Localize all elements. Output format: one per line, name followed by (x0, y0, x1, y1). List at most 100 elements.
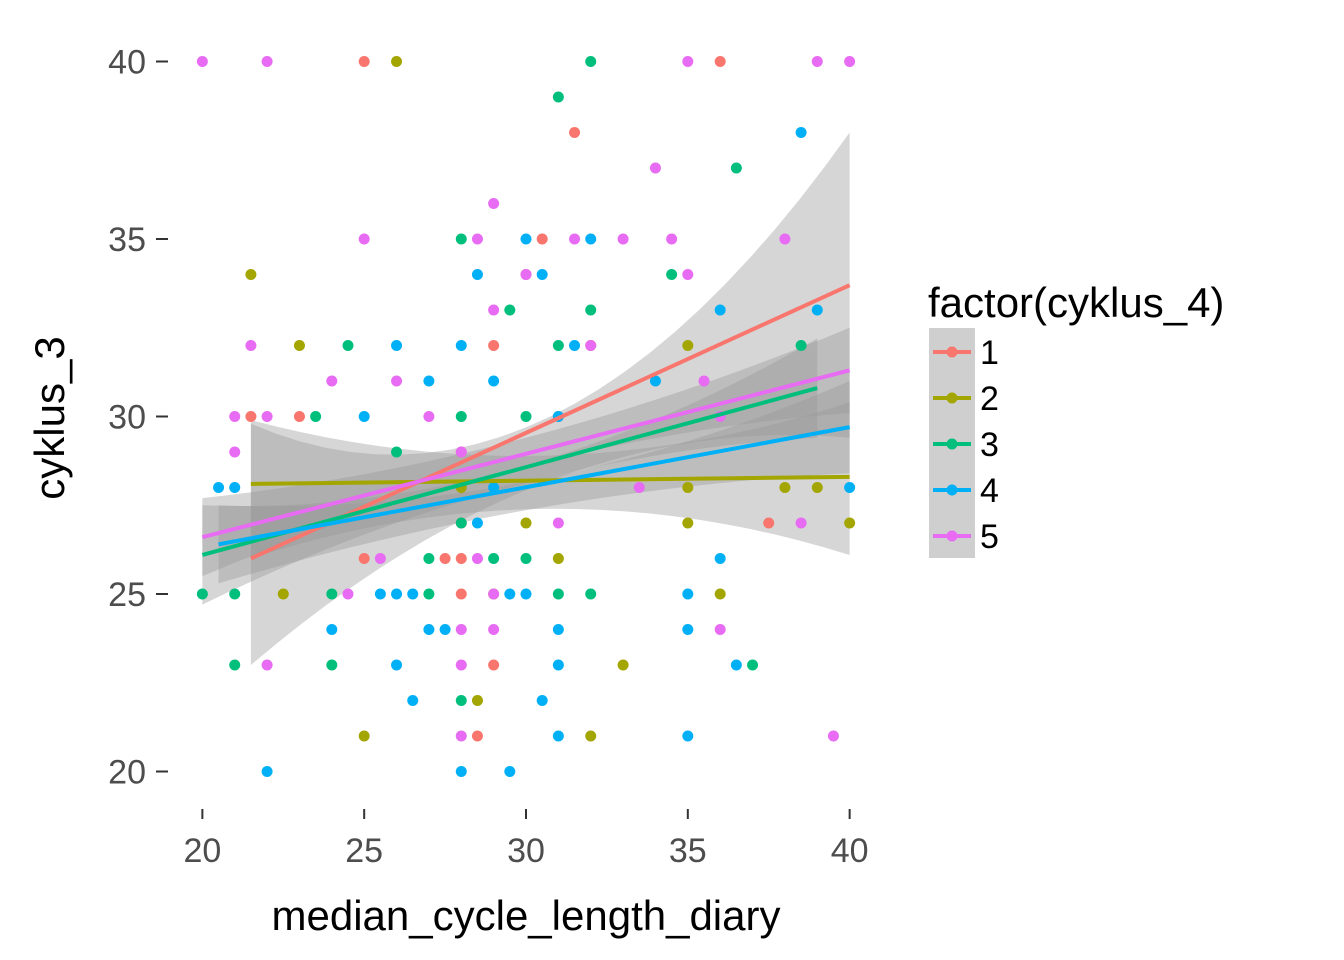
data-point-5-26 (455, 730, 467, 742)
data-point-1-1 (714, 56, 726, 67)
data-point-3-16 (326, 659, 338, 671)
data-point-3-20 (423, 588, 435, 600)
data-point-4-12 (569, 340, 581, 351)
data-point-4-11 (585, 233, 597, 245)
x-tick-label-0: 20 (183, 832, 221, 870)
confidence-bands (202, 132, 850, 665)
data-point-5-14 (585, 340, 597, 351)
data-point-5-35 (471, 553, 483, 564)
data-point-1-15 (488, 659, 500, 671)
data-point-3-7 (342, 340, 354, 351)
legend-label-4: 4 (980, 472, 999, 510)
data-point-4-39 (391, 659, 403, 671)
data-point-4-17 (844, 482, 856, 493)
data-point-3-6 (585, 304, 597, 316)
data-point-2-4 (358, 730, 370, 742)
x-axis: 20 25 30 35 40 (183, 809, 869, 870)
data-point-5-36 (488, 588, 500, 600)
data-point-5-18 (229, 411, 241, 422)
confidence-band-1 (250, 132, 850, 665)
data-point-5-31 (795, 517, 807, 529)
legend-title: factor(cyklus_4) (928, 279, 1224, 326)
data-point-5-8 (471, 233, 483, 245)
data-point-5-28 (633, 482, 645, 493)
data-point-1-5 (293, 411, 305, 422)
data-point-3-1 (552, 91, 564, 103)
data-point-4-41 (488, 482, 500, 493)
data-point-5-39 (520, 269, 532, 280)
data-point-1-10 (455, 553, 467, 564)
data-point-2-13 (779, 482, 791, 493)
data-point-3-24 (747, 659, 759, 671)
data-point-2-2 (293, 340, 305, 351)
data-point-5-19 (261, 411, 273, 422)
legend-label-2: 2 (980, 380, 999, 418)
data-point-3-26 (455, 411, 467, 422)
data-point-4-1 (229, 482, 241, 493)
data-point-3-9 (310, 411, 322, 422)
data-point-3-2 (730, 162, 742, 174)
data-point-5-25 (455, 624, 467, 635)
data-point-4-30 (520, 588, 532, 600)
legend-point-4 (946, 484, 958, 496)
data-point-5-20 (229, 446, 241, 458)
data-point-2-6 (520, 517, 532, 529)
legend-entries: 1 2 3 4 5 (933, 334, 999, 556)
fit-line-5 (201, 368, 851, 540)
data-point-3-27 (520, 411, 532, 422)
legend-label-5: 5 (980, 518, 999, 556)
data-point-4-9 (520, 233, 532, 245)
data-point-5-29 (714, 624, 726, 635)
data-point-4-16 (811, 304, 823, 316)
data-point-5-5 (488, 198, 500, 209)
data-point-4-37 (374, 588, 386, 600)
x-tick-label-1: 25 (345, 832, 383, 870)
legend-label-3: 3 (980, 426, 999, 464)
data-point-3-5 (504, 304, 516, 316)
data-point-1-12 (439, 553, 451, 564)
data-point-5-23 (455, 446, 467, 458)
fit-lines (201, 283, 851, 561)
y-tick-label-0: 20 (108, 754, 146, 792)
data-point-3-0 (585, 56, 597, 67)
data-point-4-25 (407, 695, 419, 706)
data-point-3-21 (520, 553, 532, 564)
data-point-3-12 (455, 695, 467, 706)
data-point-5-10 (617, 233, 629, 245)
data-point-1-0 (358, 56, 370, 67)
data-point-5-12 (682, 269, 694, 280)
legend: factor(cyklus_4) 1 2 3 4 5 (928, 279, 1224, 558)
data-point-4-3 (358, 411, 370, 422)
data-point-4-36 (439, 624, 451, 635)
data-point-3-23 (585, 588, 597, 600)
data-point-4-38 (326, 624, 338, 635)
data-points (196, 56, 856, 777)
data-point-5-38 (342, 588, 354, 600)
data-point-2-9 (682, 340, 694, 351)
data-point-4-35 (423, 624, 435, 635)
data-point-2-7 (552, 553, 564, 564)
data-point-4-28 (552, 659, 564, 671)
data-point-1-16 (763, 517, 775, 529)
data-point-2-12 (714, 588, 726, 600)
data-point-4-18 (714, 553, 726, 564)
data-point-1-11 (358, 553, 370, 564)
data-point-4-8 (471, 269, 483, 280)
data-point-1-2 (569, 127, 581, 138)
data-point-4-27 (536, 695, 548, 706)
data-point-4-20 (682, 624, 694, 635)
data-point-4-31 (504, 588, 516, 600)
data-point-1-13 (455, 588, 467, 600)
data-point-3-25 (795, 340, 807, 351)
legend-point-5 (946, 530, 958, 542)
data-point-1-4 (245, 411, 257, 422)
data-point-2-5 (471, 695, 483, 706)
data-point-2-15 (844, 517, 856, 529)
data-point-5-2 (682, 56, 694, 67)
data-point-1-6 (488, 340, 500, 351)
data-point-5-13 (779, 233, 791, 245)
y-tick-label-4: 40 (108, 44, 146, 82)
data-point-4-14 (714, 304, 726, 316)
data-point-3-3 (666, 269, 678, 280)
data-point-5-24 (455, 659, 467, 671)
